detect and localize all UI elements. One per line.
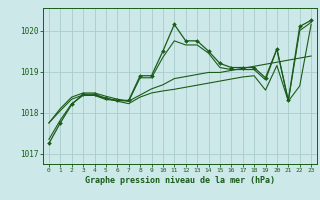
X-axis label: Graphe pression niveau de la mer (hPa): Graphe pression niveau de la mer (hPa) bbox=[85, 176, 275, 185]
